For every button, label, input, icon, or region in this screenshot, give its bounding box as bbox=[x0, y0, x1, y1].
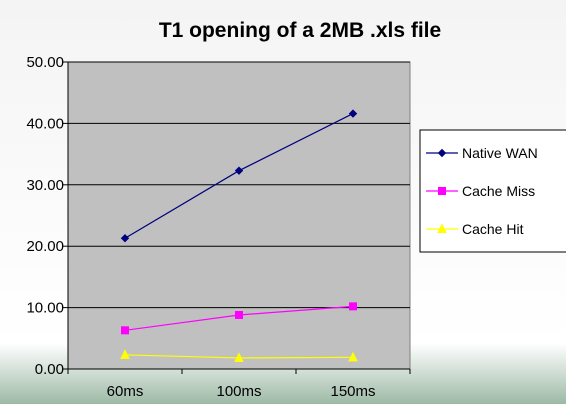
data-point bbox=[234, 352, 244, 362]
gridlines bbox=[63, 61, 410, 370]
data-point bbox=[234, 166, 244, 175]
legend-item: Cache Hit bbox=[426, 221, 524, 237]
y-tick-label: 10.00 bbox=[26, 300, 64, 317]
data-point bbox=[348, 109, 358, 118]
plot-area bbox=[67, 61, 411, 370]
data-point bbox=[120, 349, 130, 359]
series-layer bbox=[120, 109, 358, 362]
data-point bbox=[235, 310, 243, 319]
data-point bbox=[349, 302, 357, 311]
y-tick-label: 20.00 bbox=[26, 238, 64, 255]
data-point bbox=[348, 351, 358, 362]
legend-label: Cache Miss bbox=[462, 183, 535, 199]
legend-label: Native WAN bbox=[462, 145, 538, 161]
x-tick-label: 150ms bbox=[330, 383, 375, 400]
axes bbox=[67, 62, 411, 374]
y-tick-label: 40.00 bbox=[26, 115, 64, 132]
chart-title: T1 opening of a 2MB .xls file bbox=[159, 19, 441, 42]
legend: Native WAN Cache Miss Cache Hit bbox=[419, 129, 566, 253]
legend-item: Cache Miss bbox=[426, 183, 535, 199]
x-tick-label: 100ms bbox=[216, 383, 261, 400]
series-cache-hit bbox=[120, 349, 358, 362]
y-tick-label: 30.00 bbox=[26, 177, 64, 194]
series-native-wan bbox=[120, 109, 358, 243]
legend-marker bbox=[437, 223, 447, 233]
y-tick-label: 0.00 bbox=[35, 361, 64, 378]
x-tick-label: 60ms bbox=[107, 383, 144, 400]
tick-labels: 0.00 10.00 20.00 30.00 40.00 50.00 60ms 100ms 15… bbox=[26, 54, 375, 400]
legend-label: Cache Hit bbox=[462, 221, 524, 237]
legend-item: Native WAN bbox=[426, 145, 538, 161]
series-cache-miss bbox=[121, 302, 357, 335]
legend-marker bbox=[437, 148, 447, 158]
legend-marker bbox=[438, 187, 446, 195]
data-point bbox=[121, 326, 129, 335]
data-point bbox=[120, 234, 130, 243]
y-tick-label: 50.00 bbox=[26, 54, 64, 71]
